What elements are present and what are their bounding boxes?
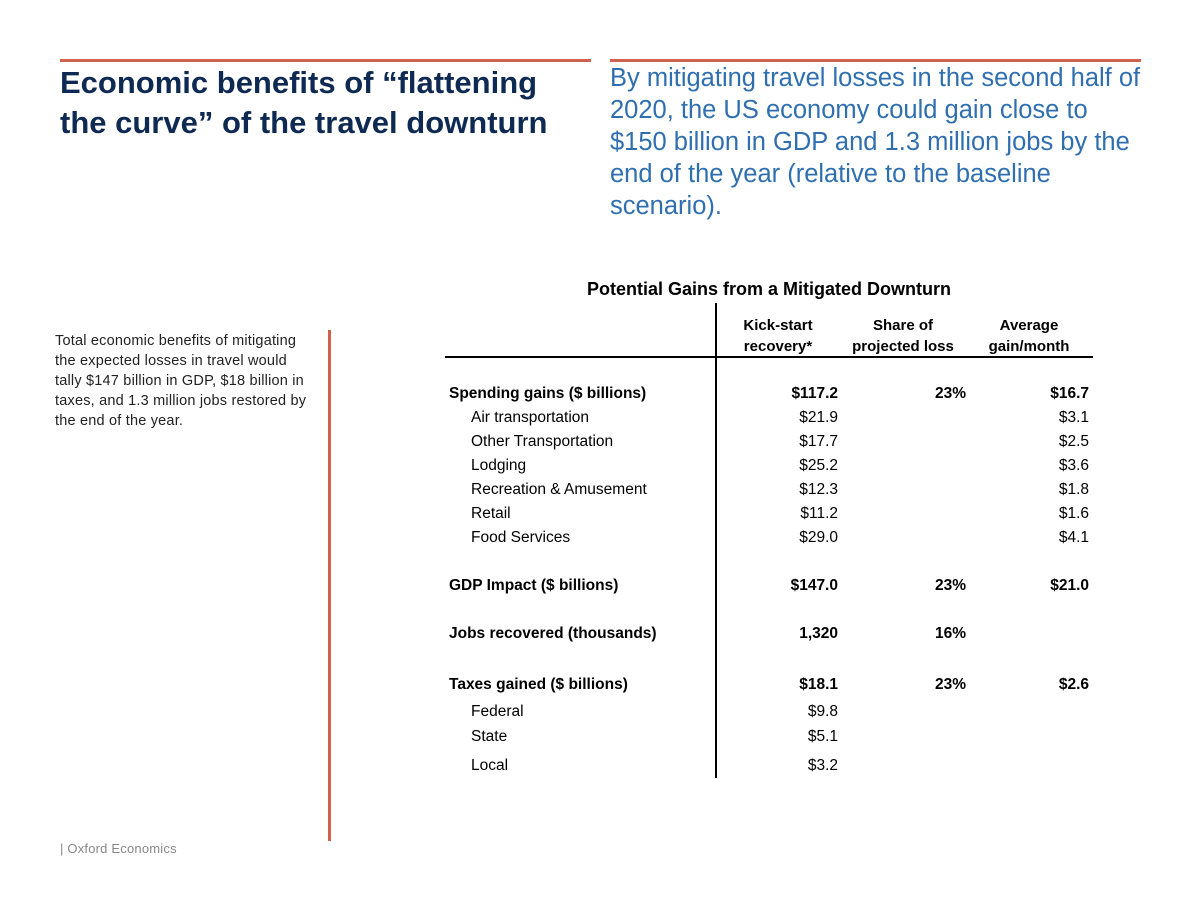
cell-recovery: $29.0 <box>799 529 838 546</box>
table-row-jobs: Jobs recovered (thousands) 1,320 16% <box>445 625 1093 647</box>
sidebar-divider <box>328 330 331 841</box>
cell-recovery: $12.3 <box>799 481 838 498</box>
cell-monthly: $3.6 <box>1058 457 1089 474</box>
title-accent-rule <box>60 59 591 62</box>
column-header-line: projected loss <box>852 338 954 355</box>
cell-monthly: $16.7 <box>1050 385 1089 402</box>
cell-recovery: $11.2 <box>800 505 838 522</box>
table-row-spending: Spending gains ($ billions) $117.2 23% $… <box>445 385 1093 407</box>
column-header-line: recovery* <box>743 338 813 355</box>
row-label: Air transportation <box>471 409 590 426</box>
cell-recovery: $17.7 <box>799 433 838 450</box>
table-row-taxes: Taxes gained ($ billions) $18.1 23% $2.6 <box>445 676 1093 698</box>
table-row: Local $3.2 <box>445 757 1093 779</box>
cell-recovery: 1,320 <box>799 625 838 642</box>
cell-recovery: $18.1 <box>799 676 838 693</box>
row-label: Spending gains ($ billions) <box>449 385 647 402</box>
cell-recovery: $21.9 <box>799 409 838 426</box>
column-header-monthly: Average gain/month <box>979 315 1079 357</box>
cell-monthly: $1.6 <box>1058 505 1089 522</box>
cell-monthly: $2.6 <box>1058 676 1089 693</box>
page-subtitle: By mitigating travel losses in the secon… <box>610 64 1141 220</box>
column-header-line: Share of <box>872 317 933 334</box>
cell-share: 16% <box>934 625 966 642</box>
table-row-gdp: GDP Impact ($ billions) $147.0 23% $21.0 <box>445 577 1093 599</box>
row-label: GDP Impact ($ billions) <box>449 577 619 594</box>
row-label: State <box>471 728 508 745</box>
cell-monthly: $3.1 <box>1058 409 1089 426</box>
cell-monthly: $2.5 <box>1058 433 1089 450</box>
table-vertical-divider <box>715 303 717 778</box>
cell-monthly: $1.8 <box>1058 481 1089 498</box>
row-label: Lodging <box>471 457 527 474</box>
cell-monthly: $21.0 <box>1050 577 1089 594</box>
column-header-line: Average <box>999 317 1059 334</box>
row-label: Local <box>471 757 509 774</box>
row-label: Other Transportation <box>471 433 614 450</box>
row-label: Recreation & Amusement <box>471 481 647 498</box>
table-row: Recreation & Amusement $12.3 $1.8 <box>445 481 1093 503</box>
subtitle-accent-rule <box>610 59 1141 62</box>
column-header-recovery: Kick-start recovery* <box>728 315 828 357</box>
source-footer: | Oxford Economics <box>60 841 177 856</box>
cell-recovery: $147.0 <box>790 577 838 594</box>
row-label: Taxes gained ($ billions) <box>449 676 628 693</box>
table-row: Air transportation $21.9 $3.1 <box>445 409 1093 431</box>
table-row: Retail $11.2 $1.6 <box>445 505 1093 527</box>
cell-recovery: $9.8 <box>807 703 838 720</box>
row-label: Food Services <box>471 529 571 546</box>
table-title: Potential Gains from a Mitigated Downtur… <box>586 279 952 299</box>
cell-monthly: $4.1 <box>1058 529 1089 546</box>
cell-recovery: $117.2 <box>791 385 838 402</box>
cell-recovery: $25.2 <box>799 457 838 474</box>
row-label: Retail <box>471 505 511 522</box>
column-header-line: Kick-start <box>743 317 813 334</box>
sidebar-summary: Total economic benefits of mitigating th… <box>55 333 307 429</box>
table-row: State $5.1 <box>445 728 1093 750</box>
cell-recovery: $5.1 <box>807 728 838 745</box>
column-header-share: Share of projected loss <box>843 315 963 357</box>
row-label: Jobs recovered (thousands) <box>449 625 657 642</box>
cell-share: 23% <box>934 676 966 693</box>
table-row: Food Services $29.0 $4.1 <box>445 529 1093 551</box>
column-header-line: gain/month <box>988 338 1070 355</box>
table-row: Federal $9.8 <box>445 703 1093 725</box>
row-label: Federal <box>471 703 524 720</box>
cell-recovery: $3.2 <box>807 757 838 774</box>
cell-share: 23% <box>934 577 966 594</box>
table-header-divider <box>445 356 1093 358</box>
table-row: Lodging $25.2 $3.6 <box>445 457 1093 479</box>
cell-share: 23% <box>934 385 966 402</box>
table-row: Other Transportation $17.7 $2.5 <box>445 433 1093 455</box>
page-title: Economic benefits of “flattening the cur… <box>60 65 548 140</box>
